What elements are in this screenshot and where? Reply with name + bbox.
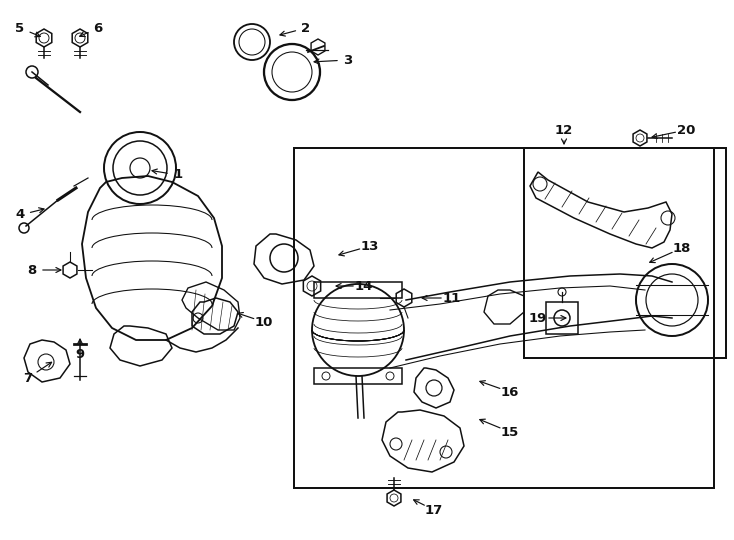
Text: 11: 11 [443,292,461,305]
Text: 5: 5 [15,22,24,35]
Text: 12: 12 [555,124,573,137]
Text: 16: 16 [501,386,519,399]
Text: 8: 8 [27,264,37,276]
Text: 2: 2 [302,22,310,35]
Polygon shape [63,262,77,278]
Text: 3: 3 [344,53,352,66]
Text: 20: 20 [677,124,695,137]
Bar [314,368,402,384]
Text: 9: 9 [76,348,84,361]
Text: 19: 19 [529,312,547,325]
Text: 13: 13 [361,240,379,253]
Bar [294,148,714,488]
Text: 10: 10 [255,315,273,328]
Text: 4: 4 [15,208,25,221]
Polygon shape [72,29,88,47]
Text: 6: 6 [93,22,103,35]
Polygon shape [36,29,52,47]
Polygon shape [387,490,401,506]
Text: 17: 17 [425,503,443,516]
Text: 18: 18 [673,241,691,254]
Bar [546,302,578,334]
Text: 15: 15 [501,426,519,438]
Polygon shape [633,130,647,146]
Text: 1: 1 [173,168,183,181]
Polygon shape [396,289,412,307]
Text: 7: 7 [23,372,32,384]
Polygon shape [303,276,321,296]
Text: 14: 14 [355,280,373,293]
Bar [524,148,726,358]
Bar [314,282,402,298]
Polygon shape [311,39,325,55]
